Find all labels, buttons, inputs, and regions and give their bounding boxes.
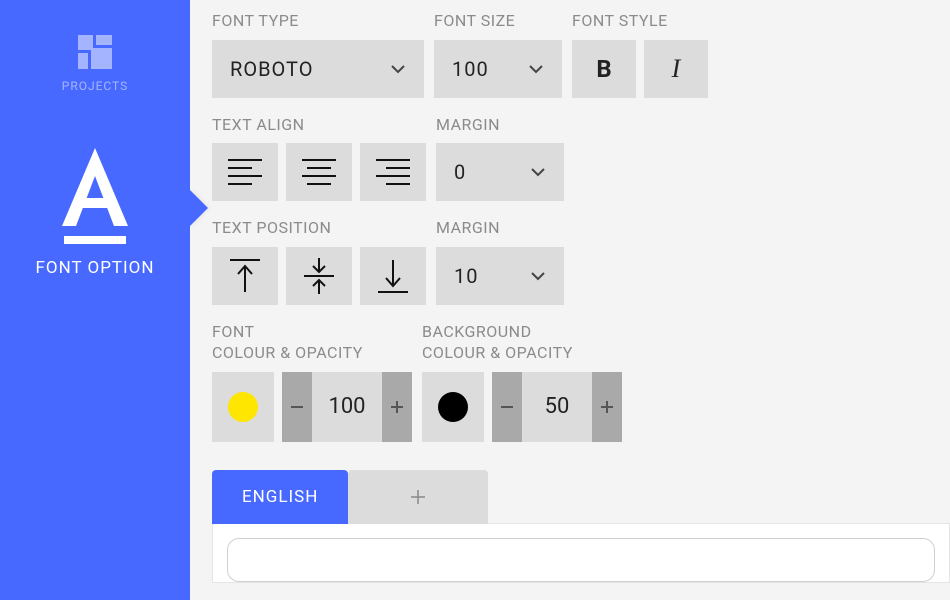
sidebar: PROJECTS FONT OPTION [0, 0, 190, 600]
bg-colour-swatch[interactable] [422, 372, 484, 442]
tab-content [212, 523, 950, 583]
position-bottom-icon [378, 258, 408, 294]
chevron-down-icon [528, 61, 544, 77]
label-text-align: TEXT ALIGN [212, 114, 426, 136]
text-input-area[interactable] [227, 538, 935, 582]
bg-opacity-value: 50 [522, 372, 592, 442]
label-text-position: TEXT POSITION [212, 217, 426, 239]
font-opacity-stepper: 100 [282, 372, 412, 442]
minus-icon [289, 399, 305, 415]
plus-icon [599, 399, 615, 415]
language-tabs: ENGLISH [212, 470, 950, 524]
chevron-down-icon [530, 268, 546, 284]
position-top-button[interactable] [212, 247, 278, 305]
bold-glyph: B [596, 55, 611, 83]
align-right-icon [376, 158, 410, 186]
projects-icon [78, 35, 112, 69]
label-margin-align: MARGIN [436, 114, 564, 136]
position-bottom-button[interactable] [360, 247, 426, 305]
align-left-icon [228, 158, 262, 186]
sidebar-item-font-option[interactable]: FONT OPTION [0, 148, 190, 278]
align-right-button[interactable] [360, 143, 426, 201]
font-option-icon [50, 148, 140, 246]
margin-align-select[interactable]: 0 [436, 143, 564, 201]
bg-opacity-minus-button[interactable] [492, 372, 522, 442]
label-font-style: FONT STYLE [572, 10, 708, 32]
font-opacity-plus-button[interactable] [382, 372, 412, 442]
margin-position-value: 10 [454, 264, 478, 288]
font-colour-circle [228, 392, 258, 422]
projects-label: PROJECTS [62, 79, 129, 93]
italic-button[interactable]: I [644, 40, 708, 98]
sidebar-item-projects[interactable]: PROJECTS [0, 35, 190, 93]
font-option-label: FONT OPTION [35, 258, 154, 278]
position-middle-button[interactable] [286, 247, 352, 305]
font-size-select[interactable]: 100 [434, 40, 562, 98]
font-opacity-value: 100 [312, 372, 382, 442]
label-font-type: FONT TYPE [212, 10, 424, 32]
chevron-down-icon [530, 164, 546, 180]
label-font-size: FONT SIZE [434, 10, 562, 32]
bg-opacity-stepper: 50 [492, 372, 622, 442]
font-colour-swatch[interactable] [212, 372, 274, 442]
align-left-button[interactable] [212, 143, 278, 201]
margin-position-select[interactable]: 10 [436, 247, 564, 305]
position-top-icon [230, 258, 260, 294]
tab-add[interactable] [348, 470, 488, 524]
tab-english[interactable]: ENGLISH [212, 470, 348, 524]
active-pointer [190, 190, 208, 226]
label-font-colour: FONT COLOUR & OPACITY [212, 321, 412, 364]
label-bg-colour: BACKGROUND COLOUR & OPACITY [422, 321, 622, 364]
chevron-down-icon [390, 61, 406, 77]
font-type-select[interactable]: ROBOTO [212, 40, 424, 98]
position-middle-icon [304, 258, 334, 294]
bold-button[interactable]: B [572, 40, 636, 98]
font-size-value: 100 [452, 57, 489, 81]
main-panel: FONT TYPE ROBOTO FONT SIZE 100 FONT STYL… [190, 0, 950, 600]
align-center-icon [302, 158, 336, 186]
italic-glyph: I [672, 54, 681, 84]
margin-align-value: 0 [454, 160, 466, 184]
bg-colour-circle [438, 392, 468, 422]
align-center-button[interactable] [286, 143, 352, 201]
plus-icon [408, 487, 428, 507]
plus-icon [389, 399, 405, 415]
font-type-value: ROBOTO [230, 57, 313, 81]
minus-icon [499, 399, 515, 415]
bg-opacity-plus-button[interactable] [592, 372, 622, 442]
font-opacity-minus-button[interactable] [282, 372, 312, 442]
label-margin-position: MARGIN [436, 217, 564, 239]
